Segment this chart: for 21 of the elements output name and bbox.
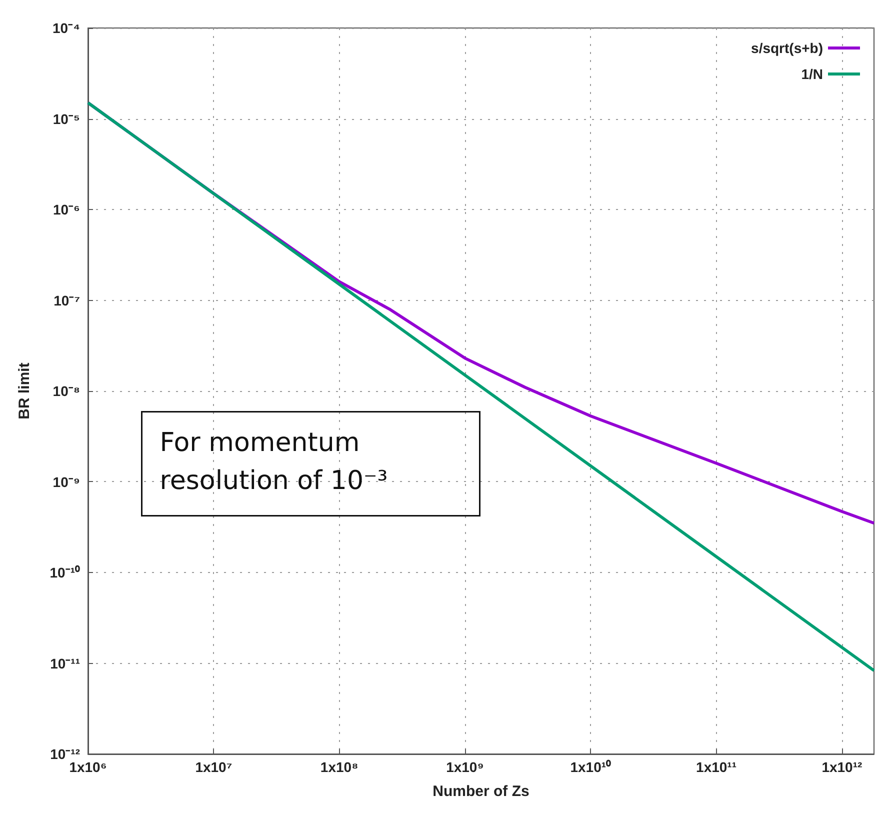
annotation: For momentum resolution of 10⁻³ bbox=[160, 428, 388, 496]
x-tick-label: 1x10⁸ bbox=[320, 759, 358, 775]
y-tick-label: 10⁻⁶ bbox=[52, 202, 80, 218]
y-tick-label: 10⁻⁵ bbox=[52, 110, 80, 127]
x-tick-label: 1x10⁹ bbox=[446, 759, 484, 775]
x-tick-label: 1x10⁶ bbox=[69, 759, 107, 775]
y-tick-label: 10⁻⁹ bbox=[52, 474, 80, 490]
x-axis-title: Number of Zs bbox=[432, 783, 530, 800]
y-tick-label: 10⁻⁸ bbox=[52, 383, 80, 399]
y-tick-label: 10⁻¹¹ bbox=[50, 655, 80, 672]
y-tick-label: 10⁻⁷ bbox=[54, 292, 80, 308]
x-tick-label: 1x10¹¹ bbox=[696, 759, 737, 775]
y-tick-label: 10⁻⁴ bbox=[52, 20, 80, 36]
y-tick-label: 10⁻¹⁰ bbox=[50, 564, 80, 580]
y-tick-label: 10⁻¹² bbox=[50, 746, 80, 762]
x-tick-label: 1x10¹⁰ bbox=[570, 759, 612, 775]
legend-label: s/sqrt(s+b) bbox=[751, 40, 823, 56]
x-tick-label: 1x10⁷ bbox=[195, 759, 232, 775]
y-axis-title: BR limit bbox=[16, 362, 33, 420]
x-tick-label: 1x10¹² bbox=[822, 759, 862, 775]
legend-label: 1/N bbox=[801, 66, 823, 82]
